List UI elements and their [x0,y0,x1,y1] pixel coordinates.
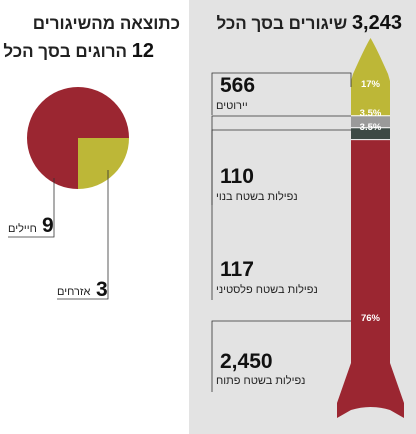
built-area-value: 110 [220,165,254,188]
rocket-segment-0 [351,81,390,116]
percent-label-0: 17% [361,79,381,90]
percent-label-1: 3.5% [360,108,382,119]
rocket-segment-1 [351,115,390,128]
percent-label-2: 3.5% [360,122,382,133]
interceptions-value: 566 [220,74,256,97]
total-deaths-number: 12 [131,40,154,62]
leader-open-area [211,320,351,392]
leader-palestinian-area [211,129,351,300]
leader-soldiers [8,178,55,238]
interceptions-label: יירוטים [216,100,248,112]
leader-lines [8,72,352,392]
soldiers-label: חיילים [8,223,37,235]
leader-interceptions [211,72,352,115]
civilians-label: אזרחים [57,286,91,298]
palestinian-area-label: נפילות בשטח פלסטיני [216,284,318,296]
rocket-base [351,403,390,410]
civilians-value: 3 [96,278,108,301]
open-area-value: 2,450 [220,350,273,373]
rocket-bar-chart: 17% 3.5% 3.5% 76% [337,38,404,418]
rocket-nose [351,38,390,81]
pie-slice-civilians [78,138,129,189]
soldiers-value: 9 [42,214,54,237]
total-launches-number: 3,243 [351,12,402,34]
open-area-label: נפילות בשטח פתוח [216,375,306,387]
total-launches-label: שיגורים בסך הכל [216,14,348,33]
rocket-fin-right [390,363,404,418]
rocket-fin-left [337,363,351,418]
rocket-segment-2 [351,127,390,140]
rocket-segment-3 [351,139,390,403]
percent-label-3: 76% [361,313,381,324]
pie-title: כתוצאה מהשיגורים [32,14,180,33]
leader-civilians [57,170,109,300]
built-area-label: נפילות בשטח בנוי [216,191,298,203]
pie-chart [27,87,129,189]
pie-subtitle: 12 הרוגים בסך הכל [3,40,154,63]
total-deaths-label: הרוגים בסך הכל [3,42,128,61]
palestinian-area-value: 117 [220,258,254,281]
rocket-title: 3,243 שיגורים בסך הכל [217,12,402,35]
